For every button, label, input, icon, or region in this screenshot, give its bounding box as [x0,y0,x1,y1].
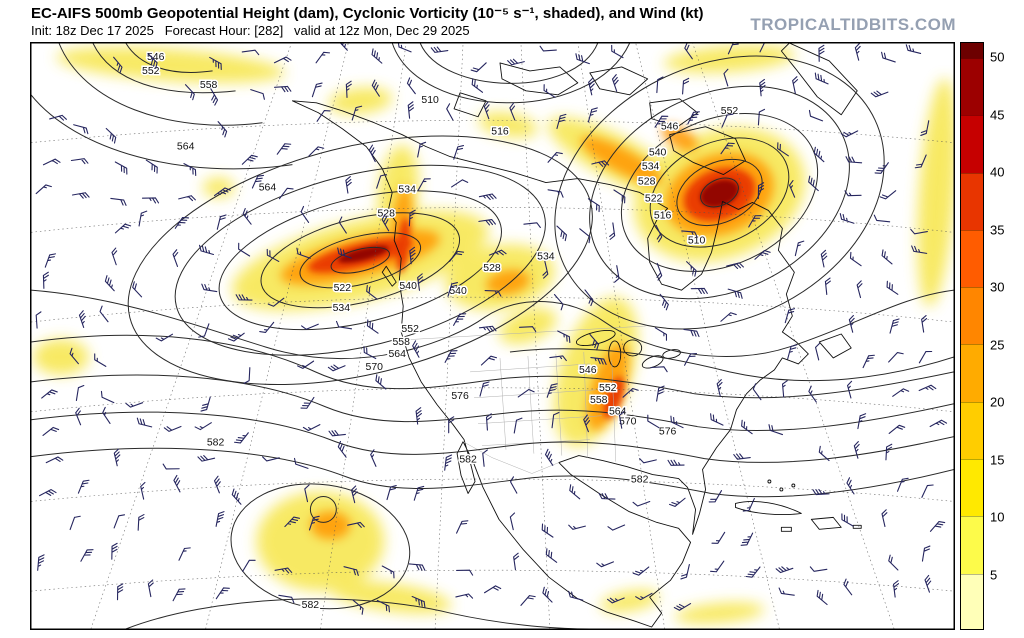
colorbar-segment [961,172,983,230]
contour-label: 552 [401,324,419,335]
colorbar-tick-label: 10 [990,509,1005,525]
page-title: EC-AIFS 500mb Geopotential Height (dam),… [31,5,704,22]
vorticity-shading-layer [32,45,954,624]
contour-label: 558 [392,337,410,348]
colorbar-tick-labels: 50 45 40 35 30 25 20 15 10 5 [990,42,1022,630]
colorbar-segment [961,459,983,517]
contour-label: 564 [259,183,277,194]
colorbar-segment [961,516,983,574]
colorbar-tick-label: 5 [990,567,998,582]
contour-label: 564 [388,349,406,360]
contour-label: 582 [631,475,649,486]
colorbar-segment [961,43,983,58]
colorbar-tick-label: 25 [990,337,1005,352]
contour-label: 510 [688,235,706,246]
contour-label: 582 [207,438,225,449]
colorbar-tick-label: 30 [990,279,1005,295]
map-canvas: 5465525585645645105165285345225285345405… [31,43,954,629]
contour-label: 534 [537,251,555,262]
contour-label: 540 [449,286,467,297]
contour-label: 546 [661,122,679,133]
colorbar-segment [961,287,983,345]
colorbar-tick-label: 45 [990,107,1005,122]
contour-label: 570 [366,362,384,373]
weather-map: 546 552 558 564 564 510 516 528 534 522 528 534 540 5… [30,42,955,630]
contour-label: 540 [399,281,417,292]
contour-label: 552 [599,383,617,394]
colorbar-tick-label: 20 [990,394,1005,410]
colorbar-tick-label: 50 [990,49,1005,65]
contour-label: 564 [177,142,195,153]
contour-label: 558 [200,80,218,91]
contour-label: 552 [142,66,160,77]
colorbar-segment [961,344,983,402]
contour-layer [31,43,954,629]
colorbar [960,42,984,630]
colorbar-tick-label: 35 [990,222,1005,237]
contour-label: 528 [638,177,656,188]
contour-label: 534 [398,184,416,195]
colorbar-tick-label: 40 [990,164,1005,180]
tropicaltidbits-watermark: TROPICALTIDBITS.COM [750,15,956,34]
contour-label: 540 [649,148,667,159]
contour-label: 582 [302,600,320,611]
colorbar-segment [961,229,983,288]
contour-label: 522 [645,193,663,204]
contour-label: 522 [334,283,352,294]
contour-label: 528 [377,208,395,219]
colorbar-segment [961,115,983,173]
contour-label: 564 [609,407,627,418]
contour-label: 516 [491,127,509,138]
contour-labels-layer: 5465525585645645105165285345225285345405… [141,50,740,612]
contour-label: 546 [579,365,597,376]
colorbar-segment [961,573,983,629]
contour-label: 558 [590,395,608,406]
contour-label: 510 [421,95,439,106]
init-forecast-line: Init: 18z Dec 17 2025 Forecast Hour: [28… [31,23,470,38]
graticule-layer [31,43,954,629]
contour-label: 546 [147,52,165,63]
wind-barbs-layer [35,43,948,615]
contour-label: 570 [619,417,637,428]
contour-label: 552 [721,106,739,117]
contour-label: 534 [333,303,351,314]
contour-label: 516 [654,210,672,221]
colorbar-segment [961,401,983,460]
contour-label: 534 [642,162,660,173]
contour-label: 576 [659,427,677,438]
colorbar-tick-label: 15 [990,452,1005,467]
colorbar-segment [961,57,983,116]
contour-label: 528 [483,263,501,274]
contour-label: 576 [451,391,469,402]
contour-label: 582 [459,455,477,466]
